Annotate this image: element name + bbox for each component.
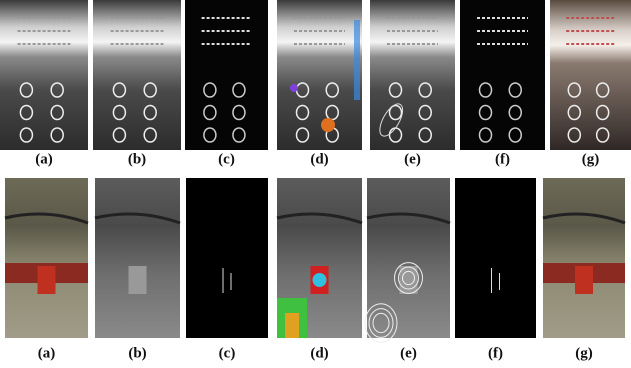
sign-blob: [313, 273, 327, 287]
panel: [365, 178, 450, 342]
panel: [185, 0, 268, 150]
panel-image: [185, 0, 268, 150]
panel-label: (a): [38, 345, 56, 361]
panel: [5, 178, 88, 338]
orange-patch: [285, 313, 299, 338]
panel-image: [5, 178, 88, 338]
panel-label: (d): [310, 151, 328, 167]
panel-label: (c): [218, 151, 235, 167]
panel-label: (c): [219, 345, 236, 361]
panel: [277, 0, 362, 150]
panel-image: [277, 0, 362, 150]
panel: [370, 0, 455, 150]
panel-image: [543, 178, 625, 338]
panel-label: (e): [400, 345, 417, 361]
panel-label: (f): [488, 345, 503, 361]
panel: [95, 178, 180, 338]
panel: [277, 178, 362, 338]
sign: [38, 266, 56, 294]
panel-image: [93, 0, 181, 150]
sign: [400, 266, 418, 294]
panel: [455, 178, 536, 338]
panel-image: [370, 0, 455, 150]
panel-label: (f): [495, 151, 510, 167]
panel: [460, 0, 545, 150]
panel-label: (g): [582, 151, 600, 167]
panel-label: (g): [575, 345, 593, 361]
panel-image: [550, 0, 631, 150]
panel-image: [186, 178, 268, 338]
panel-label: (b): [128, 345, 146, 361]
panel-label: (e): [404, 151, 421, 167]
panel: [543, 178, 625, 338]
figure: (a) (b) (c) (d) (e) (f) (g) (a) (b) (c) (d) (e) (f) (…: [0, 0, 631, 368]
panel-label: (a): [35, 151, 53, 167]
blob: [321, 118, 335, 132]
panel-image: [460, 0, 545, 150]
blob: [354, 20, 360, 100]
sign: [129, 266, 147, 294]
panel: [186, 178, 268, 338]
panel: [0, 0, 88, 150]
panel: [550, 0, 631, 150]
panel-image: [95, 178, 180, 338]
panel-label: (b): [128, 151, 146, 167]
blob: [290, 84, 298, 92]
panel-label: (d): [310, 345, 328, 361]
sign: [575, 266, 593, 294]
panel-image: [455, 178, 536, 338]
panel-image: [0, 0, 88, 150]
panel: [93, 0, 181, 150]
